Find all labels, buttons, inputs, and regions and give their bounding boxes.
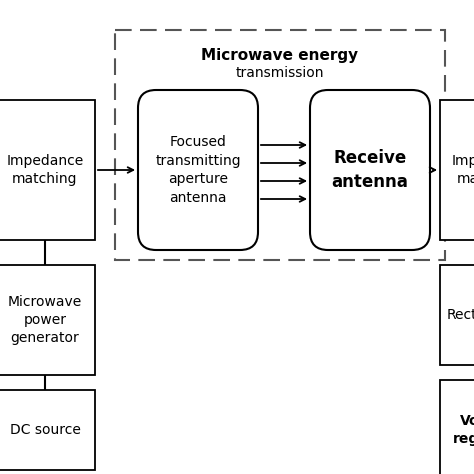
Text: DC source: DC source	[9, 423, 81, 437]
Text: Receive
antenna: Receive antenna	[331, 149, 409, 191]
Text: Microwave energy: Microwave energy	[201, 48, 358, 63]
Text: Impedance
matching: Impedance matching	[6, 154, 83, 186]
Bar	[115, 30, 445, 260]
FancyBboxPatch shape	[310, 90, 430, 250]
Bar	[440, 100, 474, 240]
Text: Microwave
power
generator: Microwave power generator	[8, 295, 82, 346]
Bar	[440, 380, 474, 474]
Bar	[0, 390, 95, 470]
Text: Voltage
regulator: Voltage regulator	[453, 414, 474, 446]
Text: transmission: transmission	[236, 66, 324, 80]
Bar	[0, 265, 95, 375]
Text: Impedance
matching: Impedance matching	[451, 154, 474, 186]
FancyBboxPatch shape	[138, 90, 258, 250]
Bar	[0, 100, 95, 240]
Text: Focused
transmitting
aperture
antenna: Focused transmitting aperture antenna	[155, 136, 241, 205]
Text: Rectification: Rectification	[447, 308, 474, 322]
Bar	[440, 265, 474, 365]
